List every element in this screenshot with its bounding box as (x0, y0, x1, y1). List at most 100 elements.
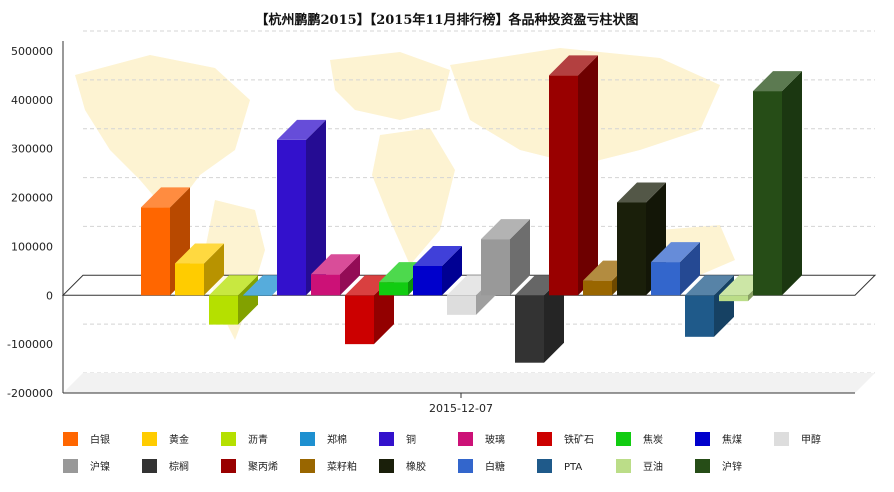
bar-top (311, 254, 360, 275)
bar-沪镍 (481, 219, 530, 296)
legend-label: 豆油 (643, 460, 663, 473)
bar-top (753, 71, 802, 92)
bar-玻璃 (311, 254, 360, 296)
y-tick-label: 0 (46, 289, 53, 302)
bottom-floor (63, 373, 875, 393)
legend-label: 铜 (406, 434, 416, 446)
bar-side (544, 275, 564, 363)
bar-焦煤 (413, 245, 462, 296)
legend-swatch (458, 432, 473, 446)
chart-title: 【杭州鹏鹏2015】【2015年11月排行榜】各品种投资盈亏柱状图 (255, 13, 639, 28)
y-tick-label: 300000 (11, 143, 53, 156)
y-tick-label: 500000 (11, 45, 53, 58)
bar-side (306, 119, 326, 296)
legend-swatch (300, 459, 315, 473)
bar-front (379, 282, 408, 296)
legend-label: 郑棉 (327, 433, 347, 446)
bar-front (209, 295, 238, 325)
bar-top (175, 243, 224, 264)
bar-front (141, 207, 170, 296)
bar-front (175, 263, 204, 296)
bar-front (447, 295, 476, 315)
bar-top (617, 182, 666, 203)
legend-label: 焦煤 (722, 433, 742, 446)
bar-side (578, 55, 598, 296)
legend-swatch (537, 432, 552, 446)
bars (141, 55, 802, 363)
legend-item: 白银 (63, 432, 110, 446)
y-tick-label: 400000 (11, 94, 53, 107)
legend-swatch (63, 432, 78, 446)
legend-label: 白银 (90, 433, 110, 446)
legend-item: 豆油 (616, 459, 663, 473)
legend-label: 沪镍 (90, 460, 110, 473)
legend-item: 焦煤 (695, 432, 742, 446)
legend-item: 铁矿石 (537, 432, 594, 446)
legend-item: 聚丙烯 (221, 459, 278, 473)
bar-top (277, 119, 326, 140)
axes: 500000 400000 300000 200000 100000 0 -100000 -2… (7, 41, 855, 415)
bar-top (481, 219, 530, 240)
bar-top (549, 55, 598, 76)
bar-top (413, 245, 462, 266)
legend-label: 菜籽粕 (327, 460, 357, 473)
x-tick-label: 2015-12-07 (429, 402, 493, 415)
bar-front (277, 139, 306, 296)
bar-front (515, 295, 544, 363)
legend-label: 聚丙烯 (248, 460, 278, 473)
legend-label: 沪锌 (722, 460, 742, 473)
legend-label: 白糖 (485, 460, 505, 473)
bar-front (413, 265, 442, 296)
legend-label: 玻璃 (485, 433, 505, 446)
legend-item: 橡胶 (379, 459, 426, 473)
y-tick-label: -100000 (7, 338, 53, 351)
bar-front (345, 295, 374, 345)
legend-item: 铜 (379, 432, 416, 446)
legend-swatch (458, 459, 473, 473)
legend-swatch (537, 459, 552, 473)
legend-item: 沪镍 (63, 459, 110, 473)
legend-label: 黄金 (169, 433, 189, 446)
bar-side (782, 71, 802, 296)
bar-PTA (685, 275, 734, 337)
legend-item: 黄金 (142, 432, 189, 446)
bar-front (583, 280, 612, 296)
legend-label: 沥青 (248, 433, 268, 446)
y-tick-label: 100000 (11, 240, 53, 253)
legend-swatch (300, 432, 315, 446)
bar-聚丙烯 (549, 55, 598, 296)
bar-黄金 (175, 243, 224, 296)
legend-swatch (616, 432, 631, 446)
bar-side (510, 219, 530, 296)
legend-swatch (221, 432, 236, 446)
legend-item: 沥青 (221, 432, 268, 446)
bar-top (141, 187, 190, 208)
legend-item: 玻璃 (458, 432, 505, 446)
legend-item: 焦炭 (616, 432, 663, 446)
bar-front (617, 202, 646, 296)
legend-swatch (142, 432, 157, 446)
bar-side (680, 242, 700, 296)
y-tick-label: -200000 (7, 387, 53, 400)
legend-swatch (379, 432, 394, 446)
bar-front (481, 239, 510, 296)
legend-item: 郑棉 (300, 432, 347, 446)
bar-front (753, 91, 782, 296)
legend-label: 棕榈 (169, 460, 189, 473)
legend-swatch (142, 459, 157, 473)
bar-沪锌 (753, 71, 802, 296)
world-map-watermark (75, 48, 735, 340)
bar-front (719, 295, 748, 302)
legend-label: 甲醇 (801, 433, 821, 446)
bar-front (651, 262, 680, 296)
bar-top (685, 275, 734, 296)
legend-label: 焦炭 (643, 433, 663, 446)
legend-swatch (695, 459, 710, 473)
legend-item: PTA (537, 459, 582, 473)
bar-side (340, 254, 360, 296)
legend-swatch (221, 459, 236, 473)
legend-swatch (774, 432, 789, 446)
bar-铜 (277, 119, 326, 296)
legend-label: 橡胶 (406, 460, 426, 473)
